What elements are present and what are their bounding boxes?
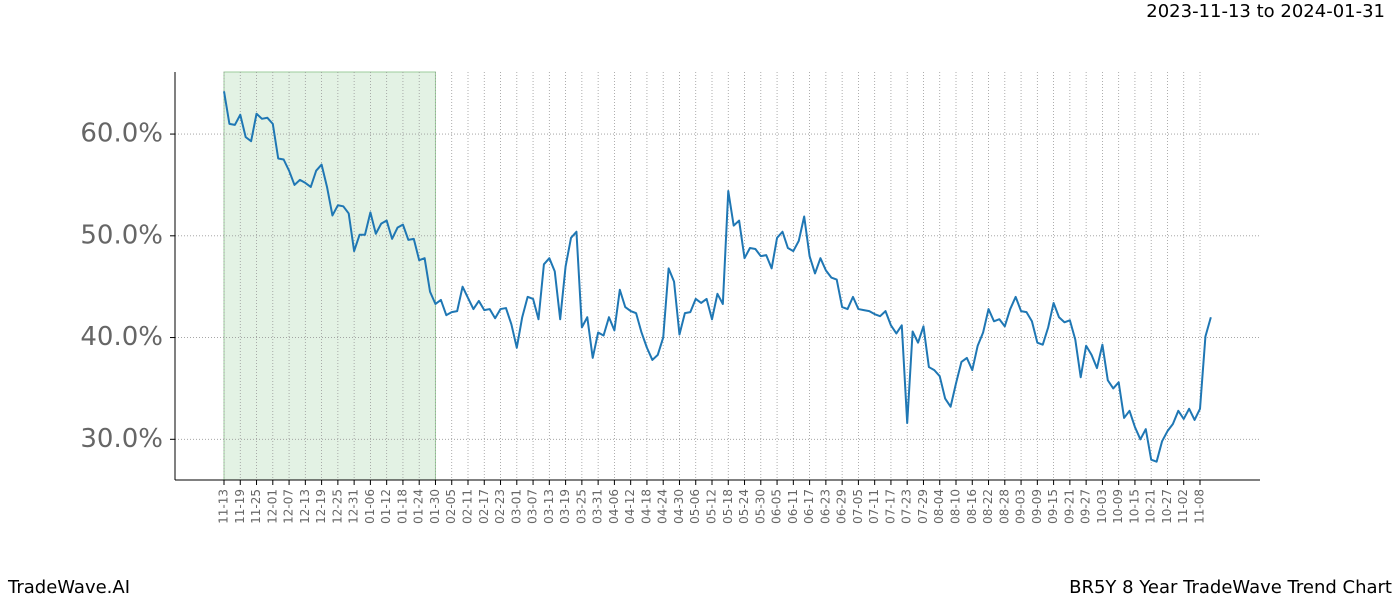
- x-tick-label: 08-22: [981, 489, 995, 524]
- x-tick-label: 11-08: [1193, 489, 1207, 524]
- x-tick-label: 07-05: [851, 489, 865, 524]
- y-tick-label: 60.0%: [80, 119, 163, 149]
- x-tick-label: 04-30: [672, 489, 686, 524]
- x-tick-label: 05-24: [737, 489, 751, 524]
- x-tick-label: 01-24: [412, 489, 426, 524]
- x-tick-label: 07-11: [867, 489, 881, 524]
- x-tick-label: 12-31: [347, 489, 361, 524]
- x-tick-label: 12-07: [282, 489, 296, 524]
- x-tick-label: 09-15: [1046, 489, 1060, 524]
- x-tick-label: 10-21: [1144, 489, 1158, 524]
- x-tick-label: 02-17: [477, 489, 491, 524]
- x-tick-label: 04-24: [656, 489, 670, 524]
- x-tick-label: 05-30: [753, 489, 767, 524]
- footer-title: BR5Y 8 Year TradeWave Trend Chart: [1069, 577, 1392, 598]
- y-tick-label: 50.0%: [80, 220, 163, 250]
- x-tick-label: 12-13: [298, 489, 312, 524]
- x-tick-label: 02-05: [444, 489, 458, 524]
- x-tick-label: 05-18: [721, 489, 735, 524]
- x-tick-label: 07-29: [916, 489, 930, 524]
- x-tick-label: 08-04: [932, 489, 946, 524]
- x-tick-label: 03-31: [591, 489, 605, 524]
- x-tick-label: 09-21: [1062, 489, 1076, 524]
- x-tick-label: 06-05: [770, 489, 784, 524]
- date-range: 2023-11-13 to 2024-01-31: [1146, 1, 1385, 22]
- x-tick-label: 10-09: [1111, 489, 1125, 524]
- y-tick-label: 30.0%: [80, 424, 163, 454]
- x-tick-label: 10-15: [1127, 489, 1141, 524]
- x-tick-label: 01-18: [395, 489, 409, 524]
- x-tick-label: 01-30: [428, 489, 442, 524]
- trend-line: [223, 91, 1212, 463]
- x-tick-label: 05-12: [705, 489, 719, 524]
- x-tick-label: 09-03: [1014, 489, 1028, 524]
- y-tick-label: 40.0%: [80, 322, 163, 352]
- x-tick-label: 04-06: [607, 489, 621, 524]
- x-tick-label: 06-17: [802, 489, 816, 524]
- x-tick-label: 01-06: [363, 489, 377, 524]
- x-tick-label: 10-27: [1160, 489, 1174, 524]
- x-tick-label: 07-23: [900, 489, 914, 524]
- x-tick-label: 02-23: [493, 489, 507, 524]
- x-tick-label: 11-25: [249, 489, 263, 524]
- x-tick-label: 03-25: [574, 489, 588, 524]
- x-tick-label: 06-11: [786, 489, 800, 524]
- x-tick-label: 03-07: [526, 489, 540, 524]
- x-tick-label: 09-27: [1079, 489, 1093, 524]
- x-tick-label: 08-10: [949, 489, 963, 524]
- x-tick-label: 04-18: [639, 489, 653, 524]
- x-tick-label: 11-19: [233, 489, 247, 524]
- x-tick-label: 04-12: [623, 489, 637, 524]
- x-tick-label: 05-06: [688, 489, 702, 524]
- x-tick-label: 12-25: [330, 489, 344, 524]
- x-tick-label: 08-16: [965, 489, 979, 524]
- x-tick-label: 12-01: [265, 489, 279, 524]
- x-tick-label: 12-19: [314, 489, 328, 524]
- x-tick-label: 09-09: [1030, 489, 1044, 524]
- x-tick-label: 03-19: [558, 489, 572, 524]
- shaded-region: [223, 71, 436, 481]
- x-tick-label: 11-02: [1176, 489, 1190, 524]
- x-tick-label: 08-28: [997, 489, 1011, 524]
- x-tick-label: 06-23: [818, 489, 832, 524]
- footer-brand: TradeWave.AI: [7, 577, 130, 598]
- x-tick-label: 03-01: [509, 489, 523, 524]
- x-tick-label: 01-12: [379, 489, 393, 524]
- x-tick-label: 07-17: [883, 489, 897, 524]
- x-tick-label: 11-13: [217, 489, 231, 524]
- x-tick-label: 02-11: [461, 489, 475, 524]
- x-tick-label: 03-13: [542, 489, 556, 524]
- x-tick-label: 06-29: [835, 489, 849, 524]
- x-tick-label: 10-03: [1095, 489, 1109, 524]
